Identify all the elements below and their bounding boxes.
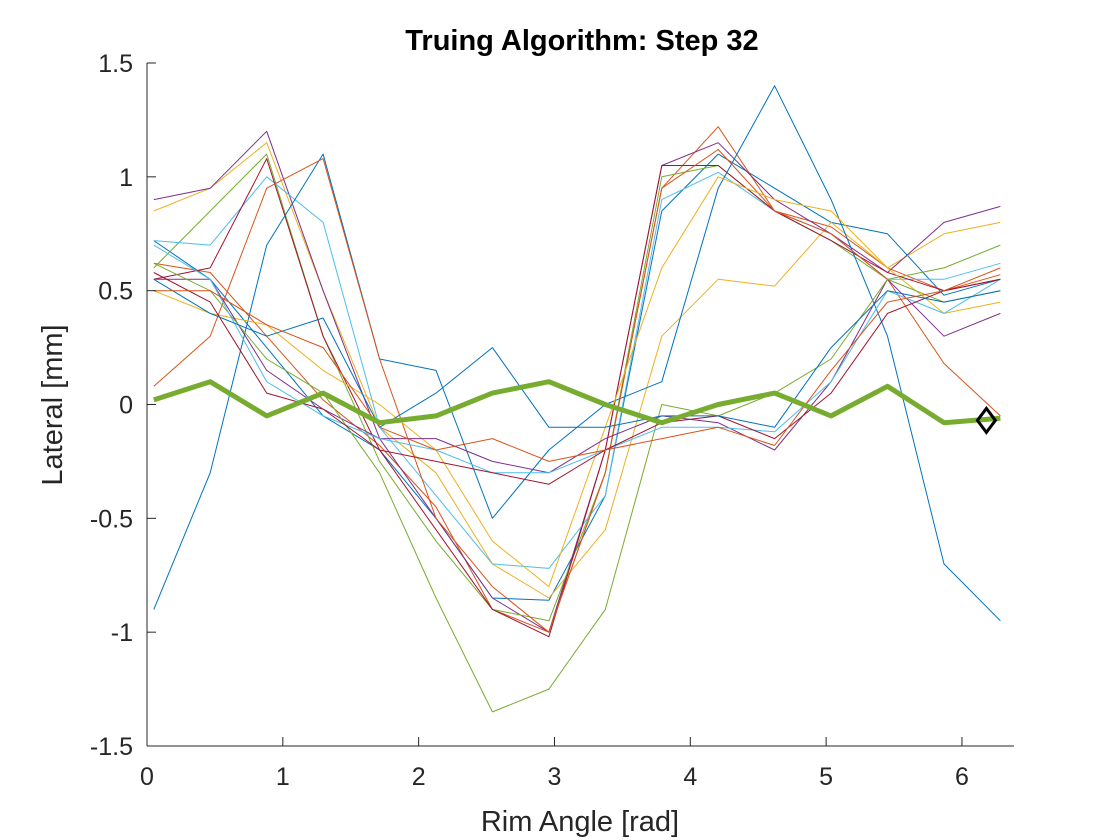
x-ticks: 0 1 2 3 4 5 6 [140,737,969,791]
series-line-6 [153,171,1001,569]
diamond-marker [975,405,998,435]
y-tick-label: -1.5 [90,733,133,761]
y-ticks: -1.5 -1 -0.5 0 0.5 1 1.5 [90,50,156,761]
series-line-10 [153,176,1001,588]
highlight-series-line [153,379,1001,426]
series-line-13 [153,244,1001,474]
series-line-1 [153,153,1001,601]
highlight-layer [153,379,1001,426]
x-tick-label: 0 [140,763,154,791]
x-tick-label: 6 [955,763,969,791]
y-tick-label: 1.5 [98,50,133,78]
axes [146,63,1014,747]
y-axis-title: Lateral [mm] [37,324,69,485]
y-tick-label: -0.5 [90,505,133,533]
series-line-15 [153,278,1001,428]
y-tick-label: 1 [119,164,133,192]
series-line-7 [153,158,1001,638]
series-line-9 [153,149,1001,633]
x-tick-label: 2 [412,763,426,791]
marker-layer [975,405,998,435]
series-line-16 [153,267,1001,462]
x-tick-label: 4 [683,763,697,791]
y-tick-label: 0.5 [98,278,133,306]
chart-title: Truing Algorithm: Step 32 [405,25,758,57]
x-tick-label: 5 [819,763,833,791]
series-line-14 [153,272,1001,485]
series-line-11 [153,278,1001,474]
x-tick-label: 1 [276,763,290,791]
series-line-5 [153,153,1001,622]
series-line-3 [153,142,1001,599]
y-tick-label: -1 [111,619,133,647]
x-axis-title: Rim Angle [rad] [481,806,679,838]
y-tick-label: 0 [119,392,133,420]
series-line-4 [153,130,1001,633]
x-tick-label: 3 [548,763,562,791]
series-layer [153,85,1001,713]
